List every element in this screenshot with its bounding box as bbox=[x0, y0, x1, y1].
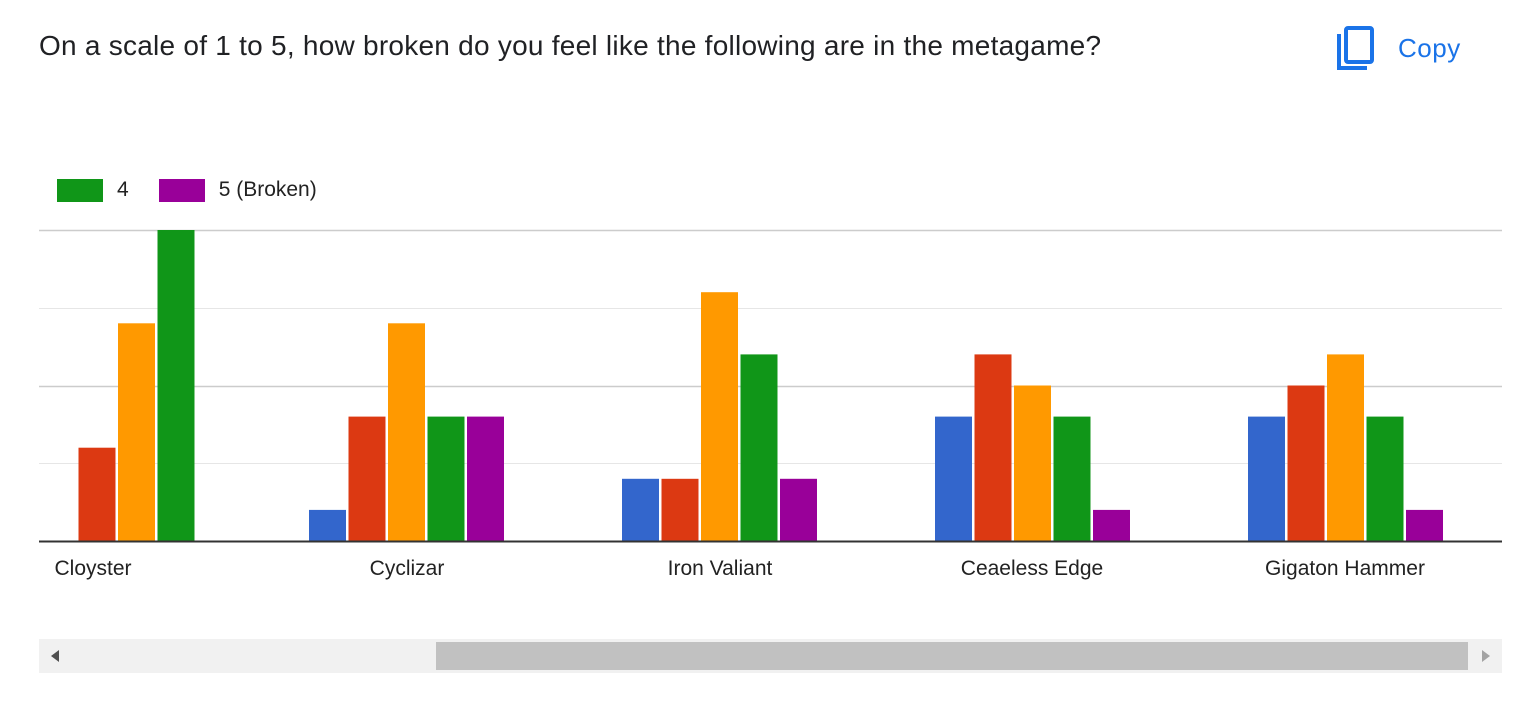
bar-chart: Cloyster Cyclizar Iron Valiant Ceaeless Edg… bbox=[39, 229, 1502, 580]
legend-label-4: 4 bbox=[117, 178, 129, 201]
x-tick-label: Gigaton Hammer bbox=[1265, 557, 1425, 580]
legend-label-5-broken: 5 (Broken) bbox=[218, 178, 317, 201]
bar-cyclizar-series-2[interactable] bbox=[348, 416, 386, 541]
bar-gigaton-hammer-series-1[interactable] bbox=[1248, 416, 1285, 541]
bar-cloyster-series-2[interactable] bbox=[78, 447, 116, 541]
legend-swatch-4 bbox=[57, 178, 103, 202]
bar-ceaeless-edge-series-5[interactable] bbox=[1093, 509, 1130, 541]
legend-item-5-broken[interactable]: 5 (Broken) bbox=[158, 178, 317, 202]
copy-label: Copy bbox=[1398, 32, 1461, 63]
bar-cyclizar-series-1[interactable] bbox=[309, 509, 346, 541]
question-title: On a scale of 1 to 5, how broken do you … bbox=[39, 30, 1102, 61]
bar-gigaton-hammer-series-5[interactable] bbox=[1406, 509, 1443, 541]
bar-gigaton-hammer-series-2[interactable] bbox=[1287, 385, 1325, 542]
chart-legend: 4 5 (Broken) bbox=[57, 178, 347, 202]
bar-cyclizar-series-4[interactable] bbox=[427, 416, 465, 541]
chevron-right-icon[interactable] bbox=[1482, 650, 1490, 662]
bar-gigaton-hammer-series-4[interactable] bbox=[1366, 416, 1404, 541]
chevron-left-icon[interactable] bbox=[51, 650, 59, 662]
bar-cyclizar-series-5[interactable] bbox=[467, 416, 504, 541]
bar-cyclizar-series-3[interactable] bbox=[388, 323, 425, 541]
scrollbar-thumb[interactable] bbox=[436, 642, 1468, 670]
bar-ceaeless-edge-series-4[interactable] bbox=[1053, 416, 1091, 541]
bar-ceaeless-edge-series-2[interactable] bbox=[974, 354, 1012, 541]
bar-cloyster-series-3[interactable] bbox=[118, 323, 155, 541]
x-tick-label: Cyclizar bbox=[370, 557, 445, 580]
bar-ceaeless-edge-series-3[interactable] bbox=[1014, 385, 1051, 542]
legend-swatch-5-broken bbox=[158, 178, 205, 202]
bar-gigaton-hammer-series-3[interactable] bbox=[1327, 354, 1364, 541]
bar-iron-valiant-series-3[interactable] bbox=[701, 292, 738, 541]
bar-ceaeless-edge-series-1[interactable] bbox=[935, 416, 972, 541]
legend-item-4[interactable]: 4 bbox=[57, 178, 129, 202]
copy-icon bbox=[1334, 24, 1378, 72]
x-tick-label: Iron Valiant bbox=[668, 557, 773, 580]
bar-iron-valiant-series-1[interactable] bbox=[622, 478, 659, 541]
bar-iron-valiant-series-5[interactable] bbox=[780, 478, 817, 541]
x-tick-label: Ceaeless Edge bbox=[961, 557, 1103, 580]
bar-cloyster-series-4[interactable] bbox=[157, 230, 195, 541]
horizontal-scrollbar[interactable] bbox=[39, 639, 1502, 673]
copy-button[interactable]: Copy bbox=[1334, 24, 1484, 72]
bar-iron-valiant-series-4[interactable] bbox=[740, 354, 778, 541]
bar-iron-valiant-series-2[interactable] bbox=[661, 478, 699, 541]
x-tick-label: Cloyster bbox=[54, 557, 131, 580]
